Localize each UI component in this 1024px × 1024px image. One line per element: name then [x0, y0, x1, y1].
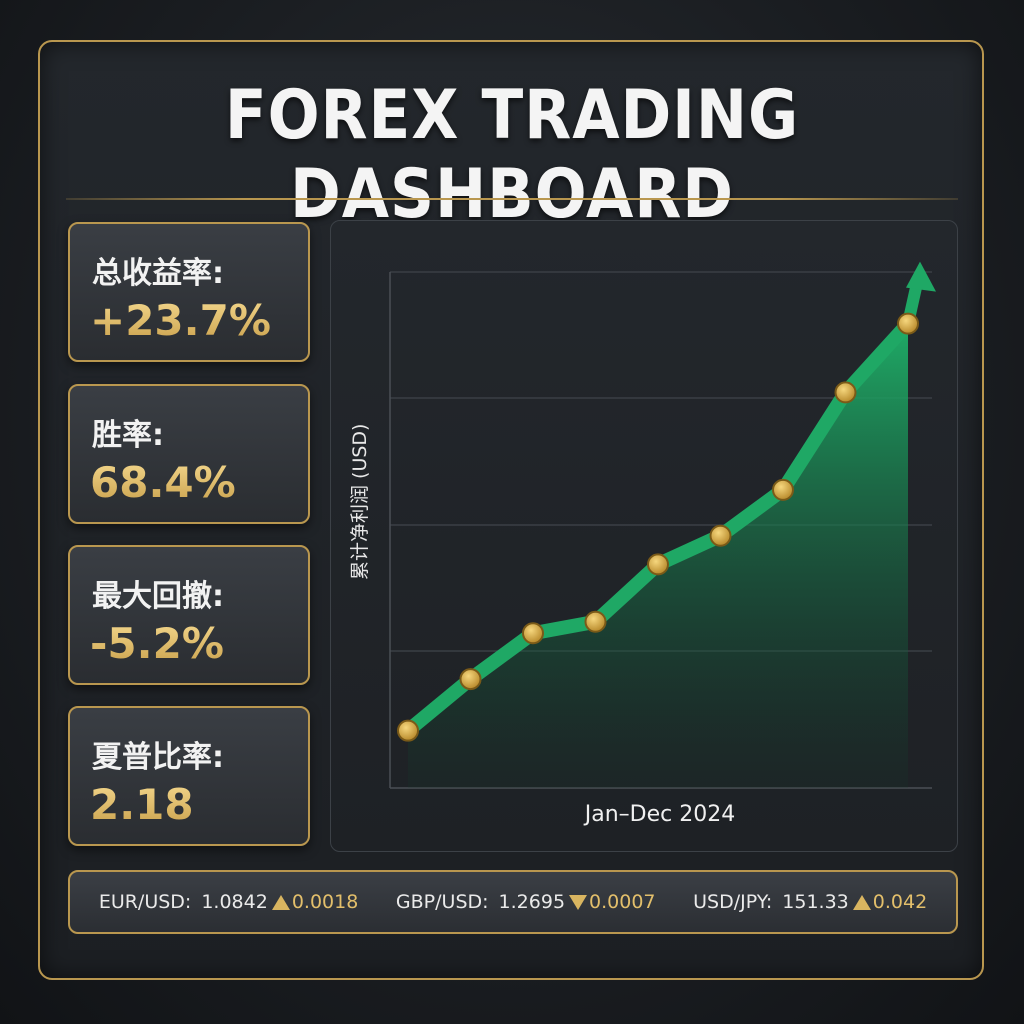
stat-value: -5.2% — [90, 619, 224, 668]
ticker-item-gbp-usd[interactable]: GBP/USD: 1.2695 0.0007 — [396, 891, 656, 913]
trend-arrow-icon — [906, 261, 936, 292]
ticker-pair: GBP/USD: — [395, 891, 489, 913]
ticker-item-eur-usd[interactable]: EUR/USD: 1.0842 0.0018 — [99, 891, 358, 913]
stat-value: 2.18 — [90, 780, 194, 829]
stat-label: 胜率: — [92, 418, 164, 453]
ticker-price: 151.33 — [782, 891, 849, 913]
stat-label: 最大回撤: — [92, 579, 224, 614]
triangle-down-icon — [569, 894, 588, 910]
data-point-8[interactable] — [834, 381, 857, 404]
ticker-pair: USD/JPY: — [693, 891, 773, 913]
ticker-item-usd-jpy[interactable]: USD/JPY: 151.33 0.042 — [693, 891, 927, 913]
ticker-change: 0.0018 — [291, 891, 359, 913]
stat-card-sharpe-ratio: 夏普比率: 2.18 — [68, 706, 310, 846]
data-point-1[interactable] — [397, 719, 419, 742]
y-axis-label: 累计净利润 (USD) — [349, 423, 371, 580]
data-point-4[interactable] — [584, 610, 607, 633]
ticker-change: 0.042 — [872, 891, 928, 913]
currency-ticker: EUR/USD: 1.0842 0.0018 GBP/USD: 1.2695 0… — [68, 870, 958, 934]
data-point-9[interactable] — [897, 312, 919, 335]
triangle-up-icon — [271, 894, 290, 910]
triangle-up-icon — [852, 894, 871, 910]
stat-label: 总收益率: — [92, 256, 224, 291]
ticker-price: 1.2695 — [498, 891, 566, 913]
stat-card-win-rate: 胜率: 68.4% — [68, 384, 310, 524]
data-point-6[interactable] — [709, 524, 732, 547]
stat-card-total-return: 总收益率: +23.7% — [68, 222, 310, 362]
ticker-pair: EUR/USD: — [98, 891, 192, 913]
x-axis-label: Jan–Dec 2024 — [584, 802, 736, 827]
profit-area — [408, 323, 908, 788]
data-point-5[interactable] — [647, 553, 669, 576]
data-point-3[interactable] — [522, 622, 544, 645]
ticker-change: 0.0007 — [589, 891, 656, 913]
stat-value: 68.4% — [90, 458, 236, 507]
stat-value: +23.7% — [90, 296, 271, 345]
title-divider — [66, 198, 958, 200]
stat-label: 夏普比率: — [92, 740, 224, 775]
ticker-price: 1.0842 — [201, 891, 268, 913]
stat-card-max-drawdown: 最大回撤: -5.2% — [68, 545, 310, 685]
data-point-7[interactable] — [772, 478, 794, 501]
data-point-2[interactable] — [459, 668, 482, 691]
